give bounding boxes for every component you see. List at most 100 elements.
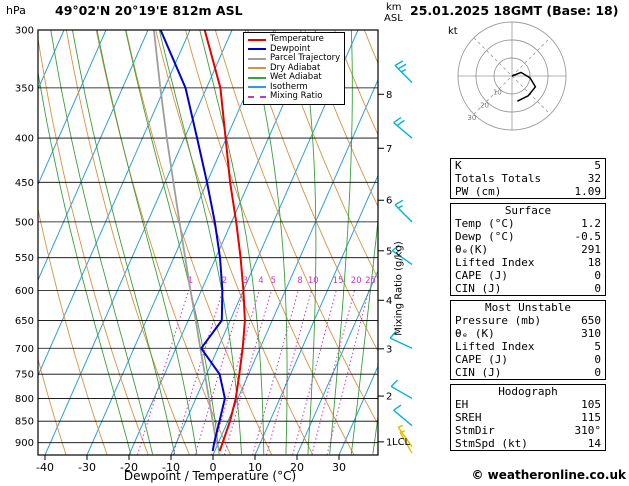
temp-tick-label: -20 (120, 461, 138, 474)
stats-label: CAPE (J) (455, 353, 508, 366)
pressure-tick-label: 350 (15, 83, 34, 94)
pressure-tick-label: 450 (15, 178, 34, 189)
legend-label: Dry Adiabat (270, 62, 321, 73)
dry-adiabat-line (38, 207, 108, 455)
legend-swatch (248, 48, 266, 51)
wind-barb (391, 244, 413, 266)
temp-tick-label: 30 (332, 461, 346, 474)
plot-frame (37, 29, 379, 456)
temp-tick-label: -10 (162, 461, 180, 474)
pressure-tick-label: 750 (15, 370, 34, 381)
mixing-ratio-line (266, 290, 313, 455)
legend-swatch (248, 86, 266, 89)
mixing-ratio-line (252, 290, 299, 455)
station-title: 49°02'N 20°19'E 812m ASL (55, 3, 243, 18)
legend-item: Isotherm (248, 81, 340, 93)
legend-item: Dry Adiabat (248, 62, 340, 74)
stats-row: Pressure (mb) 650 (451, 314, 605, 327)
legend-label: Dewpoint (270, 43, 311, 54)
wind-barb-feather (394, 199, 404, 206)
wet-adiabat-line (199, 30, 265, 455)
stats-value: 105 (581, 398, 601, 411)
pressure-tick-label: 600 (15, 286, 34, 297)
isotherm-line (296, 269, 378, 455)
wind-barb (393, 116, 413, 139)
stats-row: PW (cm) 1.09 (451, 185, 605, 198)
isotherm-line (338, 365, 378, 455)
legend-swatch (248, 67, 266, 70)
stats-value: 115 (581, 411, 601, 424)
stats-label: Lifted Index (455, 340, 535, 353)
wet-adiabat-line (158, 30, 242, 455)
stats-panel: K 5 Totals Totals 32 PW (cm) 1.09 Surface Temp … (450, 158, 606, 455)
legend-swatch (248, 76, 266, 79)
hodograph-trace (511, 71, 537, 102)
mixing-ratio-label: 20 (351, 276, 362, 286)
legend-item: Mixing Ratio (248, 91, 340, 102)
stats-label: PW (cm) (455, 185, 502, 198)
mixing-ratio-axis-label: Mixing Ratio (g/kg) (393, 241, 405, 336)
stats-label: θₑ (K) (455, 327, 495, 340)
legend-label: Mixing Ratio (270, 91, 323, 101)
wind-barb (397, 424, 413, 448)
wind-barb-feather (390, 379, 399, 387)
mixing-ratio-label: 8 (297, 276, 302, 286)
stats-value: 18 (587, 256, 601, 269)
skewt-chart: 1 2 3 4 5 8 10 15 20 2530035040045050055060065070… (15, 26, 432, 474)
pressure-tick-label: 500 (15, 217, 34, 228)
wet-adiabat-line (96, 30, 198, 455)
legend-item: Temperature (248, 34, 340, 45)
stats-label: Totals Totals (455, 172, 542, 185)
pressure-tick-label: 550 (15, 253, 34, 264)
hodograph-ring-label: 30 (467, 114, 476, 122)
wind-barb (394, 199, 413, 223)
asl-axis-label: ASL (384, 13, 403, 24)
copyright: © weatheronline.co.uk (471, 468, 626, 482)
pressure-tick-label: 800 (15, 394, 34, 405)
stats-label: CAPE (J) (455, 269, 508, 282)
pressure-tick-label: 700 (15, 344, 34, 355)
legend-label: Isotherm (270, 81, 308, 92)
dry-adiabat-line (334, 30, 378, 136)
stats-value: 1.09 (574, 185, 602, 198)
stats-value: 5 (594, 340, 601, 353)
isotherm-line (212, 78, 378, 455)
stats-value: 5 (594, 159, 601, 172)
mixing-ratio-line (292, 290, 337, 455)
wet-adiabat-line (247, 30, 288, 455)
wet-adiabat-line (329, 30, 353, 455)
stats-box: Most Unstable Pressure (mb) 650 θₑ (K) 310 Li… (450, 300, 606, 380)
wind-barb-staff (393, 409, 413, 427)
stats-row: Lifted Index 5 (451, 340, 605, 353)
parcel-curve (153, 30, 221, 452)
km-axis-label: km (386, 2, 402, 13)
pressure-unit-label: hPa (6, 4, 26, 17)
legend-label: Temperature (270, 34, 324, 44)
mixing-ratio-label: 25 (365, 276, 376, 286)
stats-label: CIN (J) (455, 366, 502, 379)
km-tick-label: 1 (386, 437, 392, 448)
temp-tick-label: 0 (210, 461, 217, 474)
mixing-ratio-label: 2 (222, 276, 227, 286)
stats-row: CIN (J) 0 (451, 282, 605, 295)
km-tick-label: 3 (386, 344, 392, 355)
wind-barb-staff (397, 426, 413, 448)
wind-barb-feather (393, 116, 402, 124)
stats-value: 291 (581, 243, 601, 256)
hodograph-ring-label: 20 (480, 101, 489, 109)
skewt-background (38, 30, 432, 455)
stats-value: 32 (587, 172, 601, 185)
legend-item: Dewpoint (248, 43, 340, 55)
wind-barb-feather (394, 60, 404, 67)
dry-adiabat-line (424, 30, 432, 455)
mixing-ratio-label: 5 (271, 276, 276, 286)
dry-adiabat-line (155, 30, 314, 455)
hodograph-ring-label: 10 (493, 89, 502, 97)
dry-adiabat-line (185, 30, 355, 455)
km-tick-label: 5 (386, 246, 392, 257)
isotherm-line (254, 174, 378, 455)
pressure-tick-label: 400 (15, 134, 34, 145)
km-tick-label: 8 (386, 90, 392, 101)
